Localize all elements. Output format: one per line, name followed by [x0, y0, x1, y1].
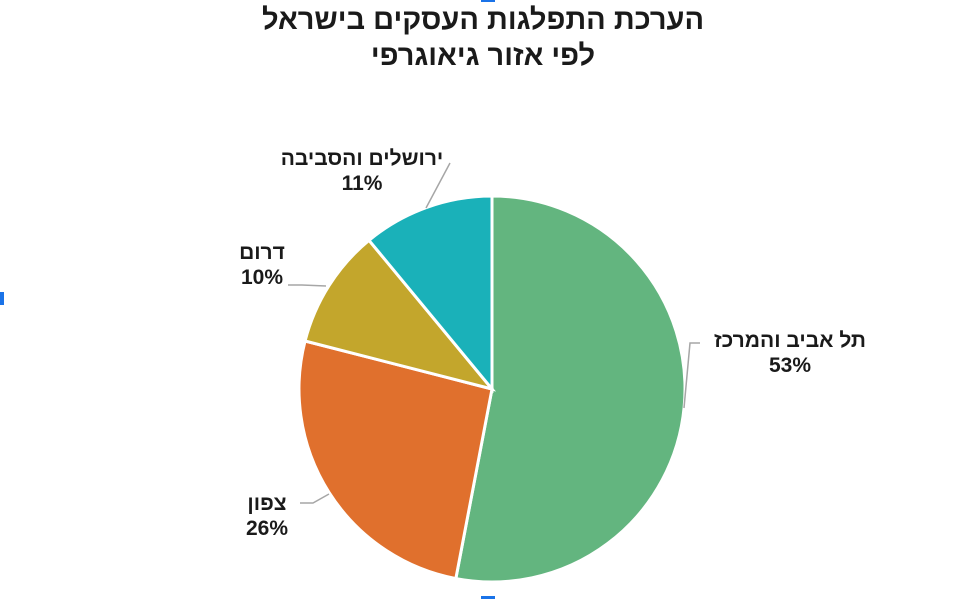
label-name: ירושלים והסביבה	[280, 147, 444, 170]
leader-line-jerusalem	[425, 162, 451, 209]
chart-title: הערכת התפלגות העסקים בישראל לפי אזור גיא…	[0, 2, 966, 74]
chart-title-line-2: לפי אזור גיאוגרפי	[370, 40, 596, 72]
label-pct: 53%	[768, 354, 812, 377]
leader-line-south	[288, 284, 327, 287]
slice-south[interactable]	[303, 238, 497, 392]
label-name: דרום	[239, 241, 285, 264]
label-name: תל אביב והמרכז	[714, 329, 866, 352]
label-pct: 11%	[341, 172, 383, 195]
selection-handle-bottom[interactable]	[481, 596, 495, 599]
selection-handle-top[interactable]	[481, 0, 495, 2]
label-pct: 10%	[240, 266, 284, 289]
leader-line-north	[300, 493, 330, 504]
label-pct: 26%	[245, 517, 289, 540]
label-name: צפון	[247, 492, 287, 515]
selection-handle-left[interactable]	[0, 292, 4, 305]
label-tel-aviv: תל אביב והמרכז 53%	[700, 328, 880, 378]
label-jerusalem: ירושלים והסביבה 11%	[262, 146, 462, 196]
leader-line-tel-aviv	[683, 342, 700, 409]
label-south: דרום 10%	[222, 240, 302, 290]
label-north: צפון 26%	[222, 491, 312, 541]
slice-north[interactable]	[297, 339, 494, 581]
chart-title-line-1: הערכת התפלגות העסקים בישראל	[261, 4, 705, 36]
